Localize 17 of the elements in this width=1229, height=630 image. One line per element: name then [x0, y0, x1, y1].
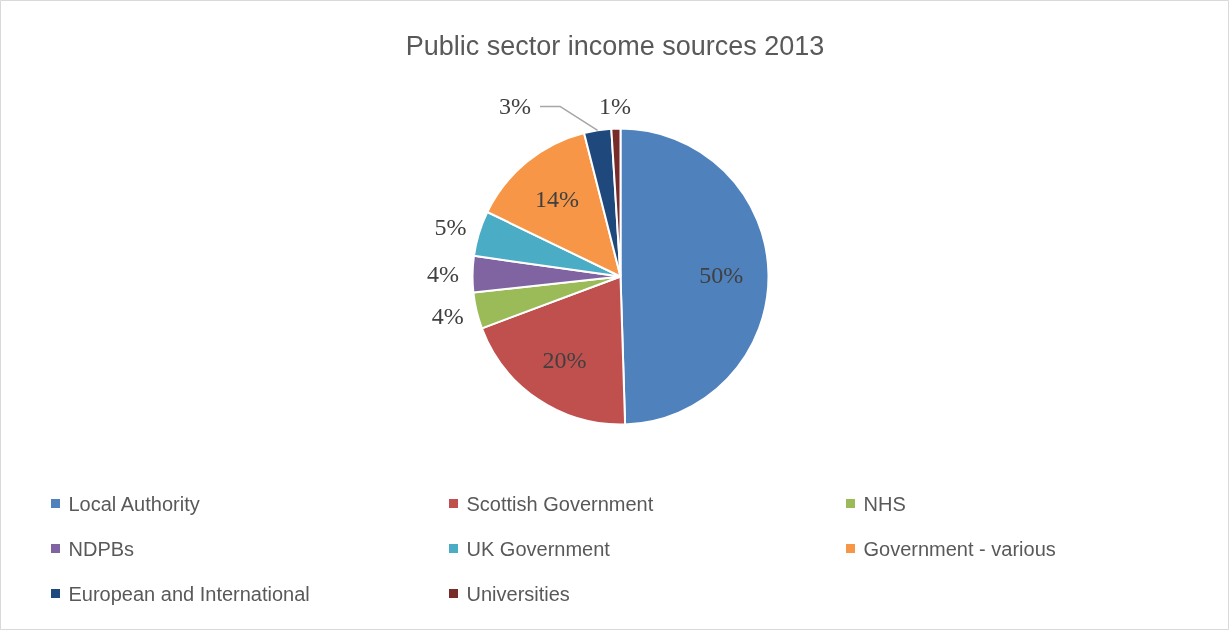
data-label: 4% — [426, 260, 459, 287]
legend-label: Scottish Government — [466, 492, 654, 515]
data-label: 1% — [598, 93, 631, 120]
data-label: 20% — [542, 347, 587, 374]
legend-label: Government - various — [863, 537, 1056, 560]
legend-label: NHS — [863, 492, 906, 515]
chart-title: Public sector income sources 2013 — [405, 30, 825, 61]
data-label: 4% — [431, 302, 464, 329]
legend-label: Universities — [466, 582, 570, 605]
legend-label: NDPBs — [68, 537, 135, 560]
data-label: 14% — [534, 185, 579, 212]
data-label: 3% — [498, 93, 531, 120]
legend-label: European and International — [68, 582, 310, 605]
data-label: 50% — [699, 261, 744, 288]
legend-label: Local Authority — [68, 492, 200, 515]
legend-label: UK Government — [466, 537, 611, 560]
data-label: 5% — [434, 213, 467, 240]
